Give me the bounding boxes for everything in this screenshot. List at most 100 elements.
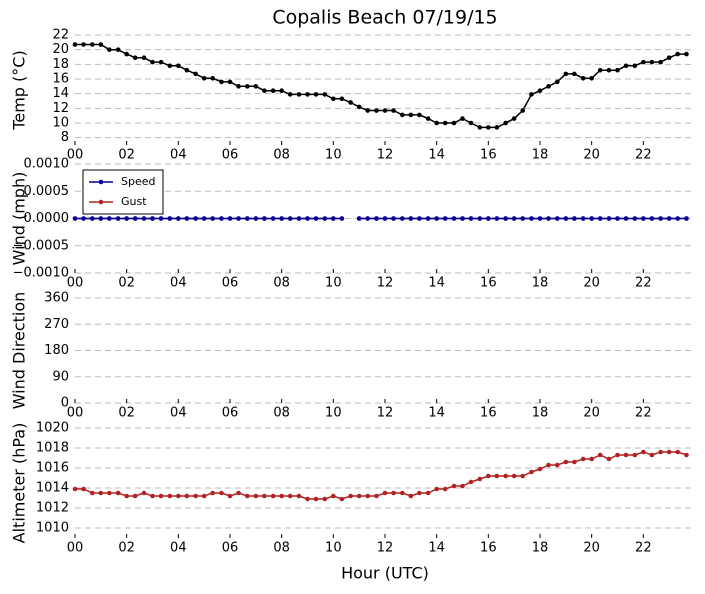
data-point bbox=[520, 108, 525, 113]
data-point bbox=[417, 216, 422, 221]
x-axis-label: Hour (UTC) bbox=[341, 564, 429, 583]
y-tick-label: 1014 bbox=[36, 481, 69, 496]
data-point bbox=[90, 42, 95, 47]
data-point bbox=[365, 216, 370, 221]
data-point bbox=[494, 473, 500, 479]
data-point bbox=[262, 493, 267, 499]
data-point bbox=[451, 120, 457, 126]
data-point bbox=[417, 112, 422, 118]
data-point bbox=[150, 216, 155, 221]
legend-marker bbox=[98, 199, 104, 205]
data-point bbox=[503, 216, 508, 221]
data-point bbox=[641, 216, 646, 221]
x-tick-label: 18 bbox=[532, 541, 549, 556]
data-point bbox=[529, 216, 534, 221]
data-point bbox=[219, 490, 224, 496]
data-point bbox=[666, 216, 672, 221]
data-point bbox=[623, 216, 629, 221]
x-tick-label: 14 bbox=[428, 541, 445, 556]
data-point bbox=[408, 112, 414, 118]
data-point bbox=[236, 490, 241, 496]
data-point bbox=[296, 493, 302, 499]
data-point bbox=[425, 490, 431, 496]
y-tick-label: 0 bbox=[61, 396, 69, 411]
data-point bbox=[227, 216, 233, 221]
legend-marker bbox=[98, 179, 104, 185]
x-tick-label: 02 bbox=[118, 148, 135, 163]
data-point bbox=[641, 59, 646, 65]
data-point bbox=[107, 490, 112, 496]
y-tick-label: 0.0010 bbox=[24, 157, 70, 172]
data-point bbox=[503, 120, 508, 126]
data-point bbox=[305, 496, 310, 502]
data-point bbox=[597, 216, 603, 221]
x-tick-label: 22 bbox=[635, 276, 652, 291]
data-point bbox=[132, 55, 138, 61]
x-tick-label: 10 bbox=[325, 276, 342, 291]
y-axis-label: Altimeter (hPa) bbox=[10, 423, 29, 544]
data-point bbox=[442, 486, 448, 492]
data-point bbox=[227, 493, 233, 499]
data-point bbox=[339, 96, 345, 102]
data-point bbox=[287, 493, 293, 499]
data-point bbox=[451, 216, 457, 221]
data-point bbox=[270, 216, 276, 221]
data-point bbox=[253, 493, 259, 499]
data-point bbox=[434, 216, 439, 221]
x-tick-label: 20 bbox=[583, 148, 600, 163]
data-point bbox=[684, 452, 689, 458]
y-tick-label: 18 bbox=[52, 57, 69, 72]
data-point bbox=[348, 100, 353, 105]
data-point bbox=[81, 216, 86, 221]
x-tick-label: 00 bbox=[67, 541, 84, 556]
x-tick-label: 08 bbox=[273, 541, 290, 556]
data-point bbox=[615, 67, 620, 73]
data-point bbox=[287, 92, 293, 97]
y-tick-label: 14 bbox=[52, 86, 69, 101]
y-tick-label: 1012 bbox=[36, 501, 69, 516]
data-point bbox=[580, 75, 586, 81]
data-point bbox=[313, 92, 319, 97]
data-point bbox=[296, 92, 302, 97]
data-point bbox=[468, 120, 474, 126]
x-tick-label: 00 bbox=[67, 276, 84, 291]
x-tick-label: 06 bbox=[222, 406, 239, 421]
y-tick-label: −0.0010 bbox=[13, 266, 69, 281]
data-point bbox=[572, 71, 577, 77]
data-point bbox=[486, 125, 491, 130]
data-point bbox=[90, 490, 95, 496]
data-point bbox=[331, 216, 336, 221]
data-point bbox=[176, 216, 181, 221]
data-point bbox=[374, 216, 379, 221]
data-point bbox=[253, 84, 259, 89]
data-point bbox=[451, 483, 457, 489]
x-tick-label: 08 bbox=[273, 276, 290, 291]
data-point bbox=[245, 84, 250, 89]
data-point bbox=[460, 116, 465, 121]
data-point bbox=[348, 493, 353, 499]
data-point bbox=[529, 469, 534, 475]
data-point bbox=[107, 216, 112, 221]
x-tick-label: 10 bbox=[325, 148, 342, 163]
y-tick-label: 1018 bbox=[36, 441, 69, 456]
x-tick-label: 04 bbox=[170, 406, 187, 421]
data-point bbox=[546, 84, 551, 89]
data-point bbox=[563, 459, 569, 465]
data-point bbox=[477, 125, 483, 130]
data-point bbox=[572, 216, 577, 221]
data-point bbox=[477, 216, 483, 221]
data-point bbox=[589, 456, 594, 462]
x-tick-label: 12 bbox=[377, 406, 394, 421]
data-point bbox=[486, 216, 491, 221]
y-tick-label: 22 bbox=[52, 28, 69, 43]
x-tick-label: 06 bbox=[222, 276, 239, 291]
data-point bbox=[331, 493, 336, 499]
data-point bbox=[391, 108, 396, 113]
data-point bbox=[580, 456, 586, 462]
data-point bbox=[356, 104, 362, 110]
data-point bbox=[184, 493, 190, 499]
data-point bbox=[632, 216, 638, 221]
y-tick-label: 270 bbox=[44, 317, 69, 332]
data-point bbox=[219, 216, 224, 221]
